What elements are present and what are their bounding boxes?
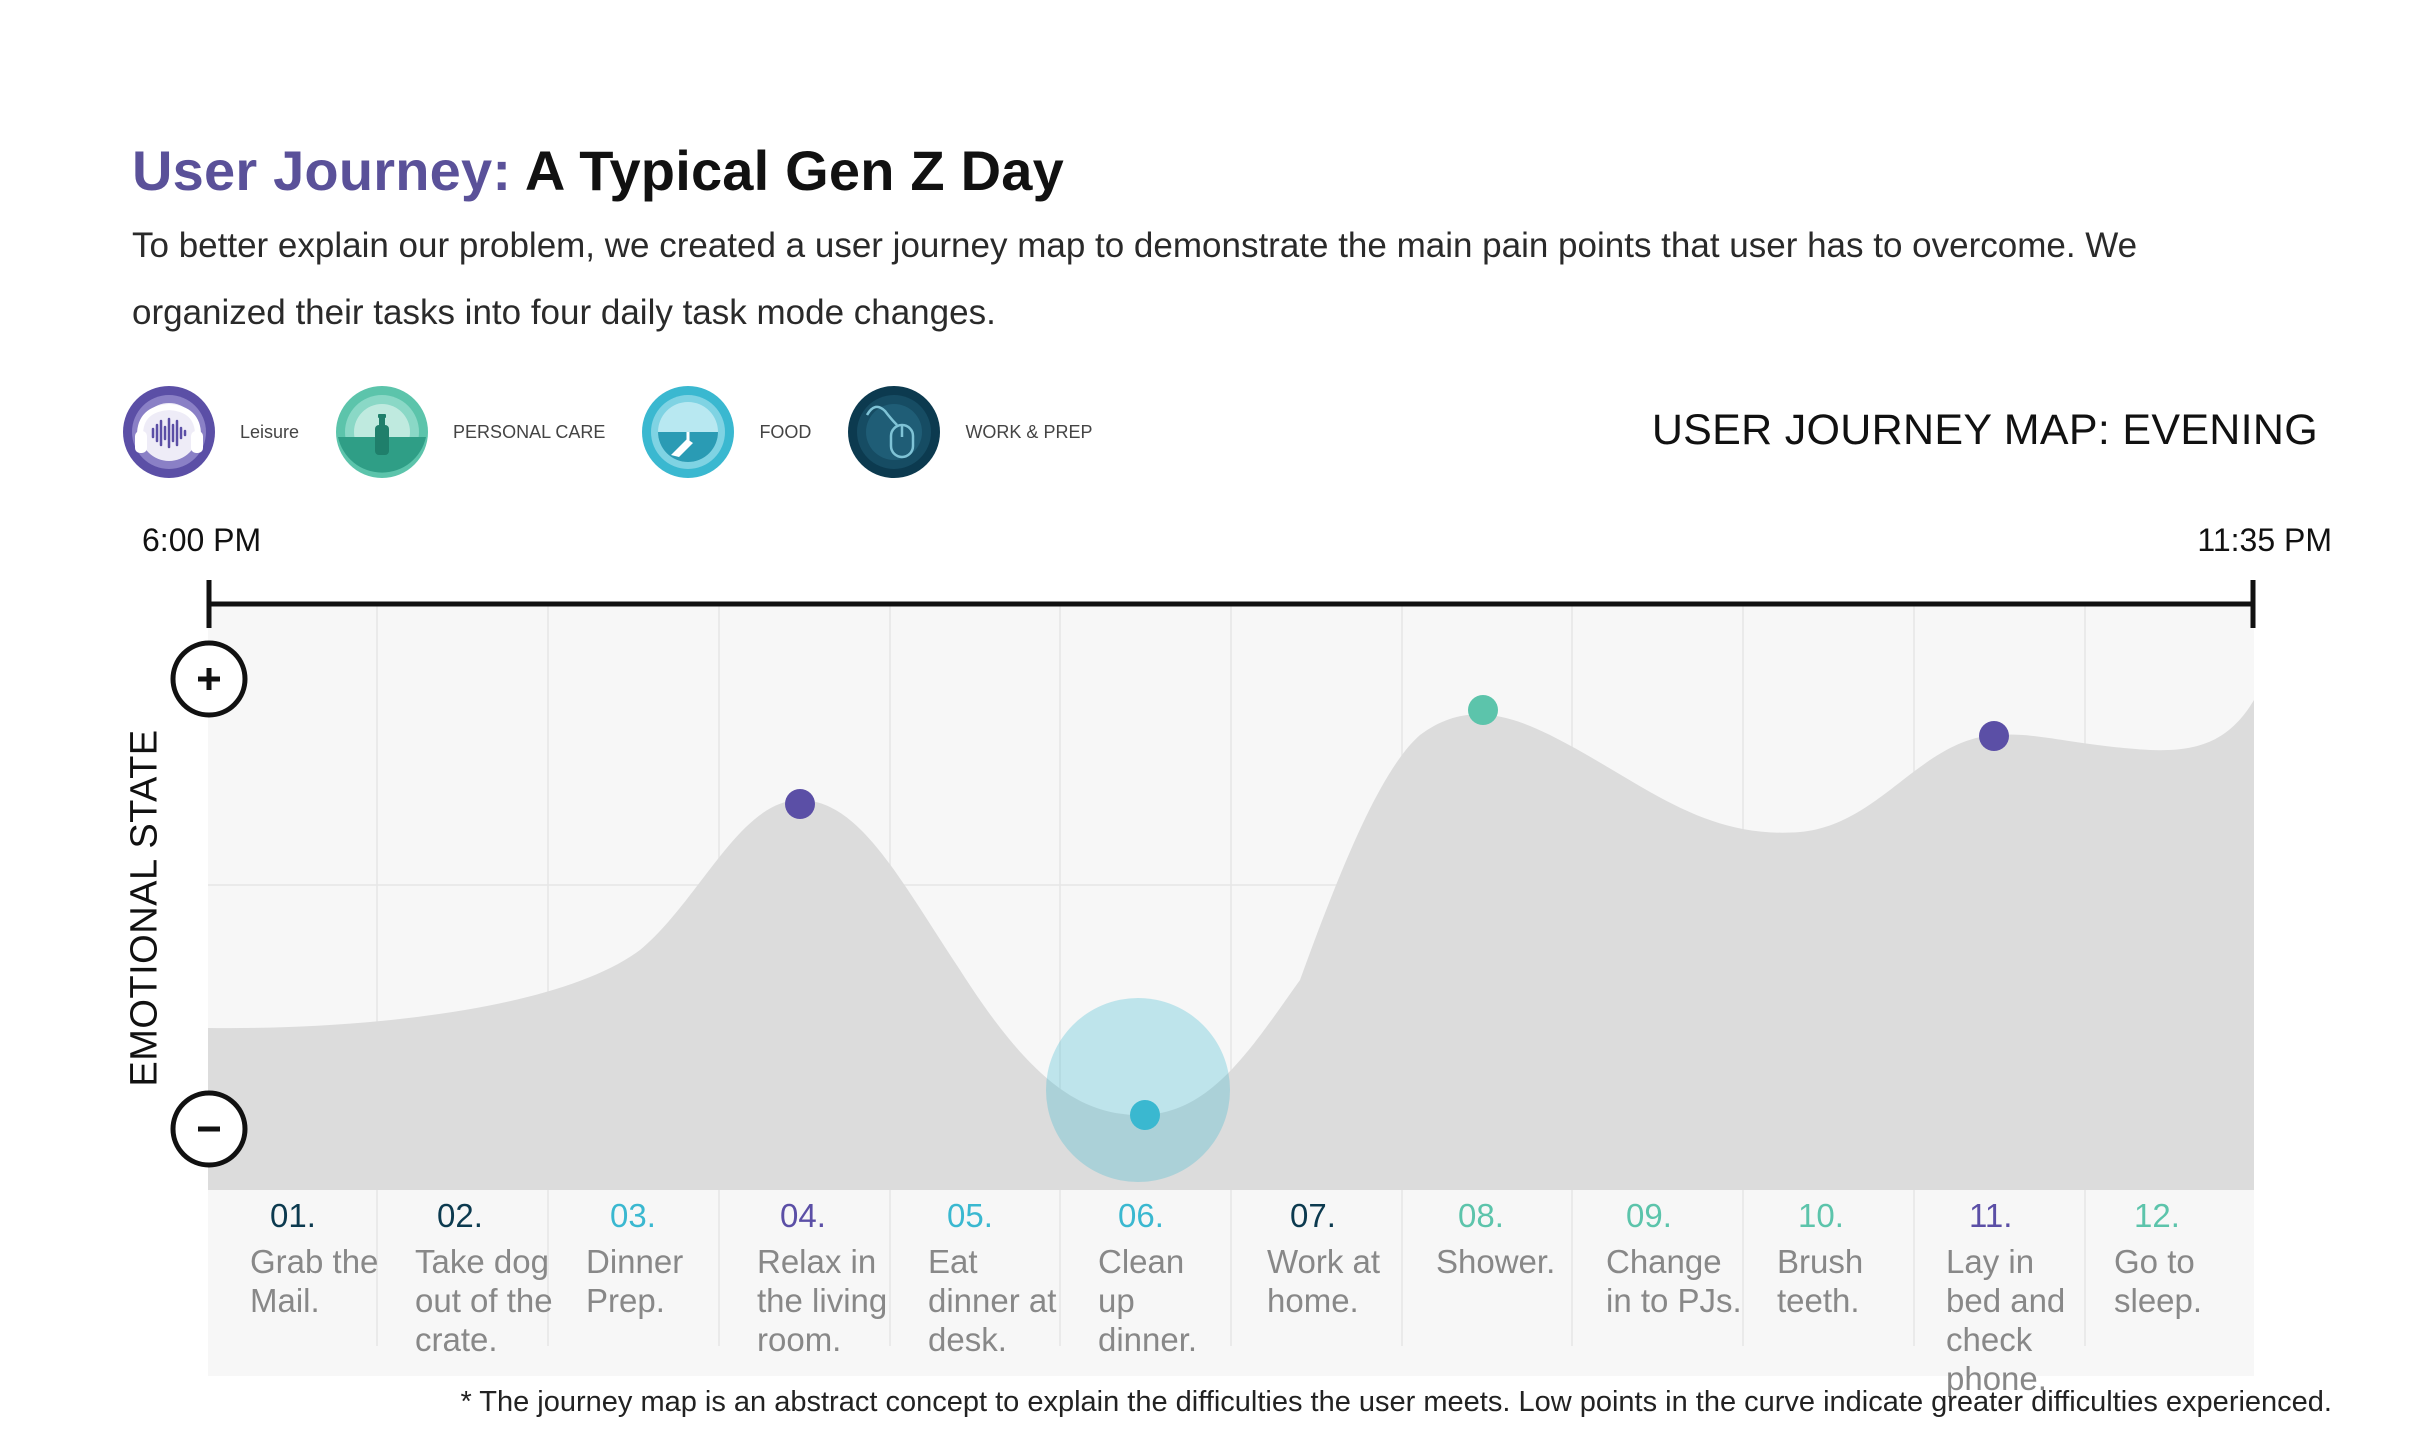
step-number: 11. [1969,1197,2013,1234]
title-main: A Typical Gen Z Day [524,139,1064,202]
step-label: Brush teeth. [1777,1243,1864,1319]
step-number: 03. [610,1197,656,1234]
step-number: 02. [437,1197,483,1234]
step-12: 12. Go to sleep. [2114,1196,2224,1320]
legend-label: PERSONAL CARE [453,421,606,442]
step-label: Clean up dinner. [1098,1243,1198,1358]
step-8: 08. Shower. [1436,1196,1576,1281]
legend-item-work-prep: WORK & PREP [847,385,1092,479]
step-2: 02. Take dog out of the crate. [415,1196,555,1359]
marker-dot [785,789,815,819]
step-number: 12. [2134,1197,2180,1234]
step-label: Relax in the living room. [757,1243,888,1358]
plate-icon [642,386,735,478]
step-number: 07. [1290,1197,1336,1234]
step-4: 04. Relax in the living room. [757,1196,897,1359]
step-number: 10. [1798,1197,1844,1234]
page-title: User Journey: A Typical Gen Z Day [132,138,1064,203]
step-label: Lay in bed and check phone. [1946,1243,2066,1397]
legend-item-food: FOOD [641,385,811,479]
step-label: Dinner Prep. [586,1243,684,1319]
step-number: 06. [1118,1197,1164,1234]
step-11: 11. Lay in bed and check phone. [1946,1196,2096,1398]
y-axis-label: EMOTIONAL STATE [123,729,166,1087]
legend: Leisure PERSONAL CARE FOOD [122,384,1128,480]
footnote: * The journey map is an abstract concept… [460,1386,2332,1418]
step-number: 09. [1626,1197,1672,1234]
step-10: 10. Brush teeth. [1777,1196,1887,1320]
legend-label: WORK & PREP [965,421,1093,442]
marker-dot [1130,1100,1160,1130]
step-number: 01. [270,1197,316,1234]
step-5: 05. Eat dinner at desk. [928,1196,1078,1359]
step-label: Shower. [1436,1243,1556,1280]
title-accent: User Journey: [132,139,512,202]
step-label: Work at home. [1267,1243,1381,1319]
legend-label: FOOD [759,421,812,442]
marker-dot [1979,721,2009,751]
marker-dot [1468,695,1498,725]
timeline-start: 6:00 PM [142,522,262,558]
minus-icon [170,1090,248,1168]
step-3: 03. Dinner Prep. [586,1196,706,1320]
legend-item-leisure: Leisure [122,385,299,479]
map-title: USER JOURNEY MAP: EVENING [1651,406,2318,454]
emotion-curve [208,700,2254,1190]
mouse-icon [848,386,941,478]
plus-icon [170,640,248,718]
step-6: 06. Clean up dinner. [1098,1196,1228,1359]
step-label: Take dog out of the crate. [415,1243,553,1358]
step-label: Change in to PJs. [1606,1243,1742,1319]
pain-point-highlight [1046,998,1230,1182]
step-label: Eat dinner at desk. [928,1243,1057,1358]
bottle-icon [336,386,429,478]
step-7: 07. Work at home. [1267,1196,1387,1320]
intro-paragraph: To better explain our problem, we create… [132,226,2138,332]
legend-label: Leisure [240,421,300,442]
step-label: Go to sleep. [2114,1243,2203,1319]
timeline-end: 11:35 PM [2197,522,2332,558]
sound-wave-icon [123,386,215,478]
step-9: 09. Change in to PJs. [1606,1196,1756,1320]
step-number: 08. [1458,1197,1504,1234]
step-number: 04. [780,1197,826,1234]
step-number: 05. [947,1197,993,1234]
timeline-axis [206,580,2256,628]
step-label: Grab the Mail. [250,1243,379,1319]
step-1: 01. Grab the Mail. [250,1196,390,1320]
legend-item-personal-care: PERSONAL CARE [335,385,605,479]
